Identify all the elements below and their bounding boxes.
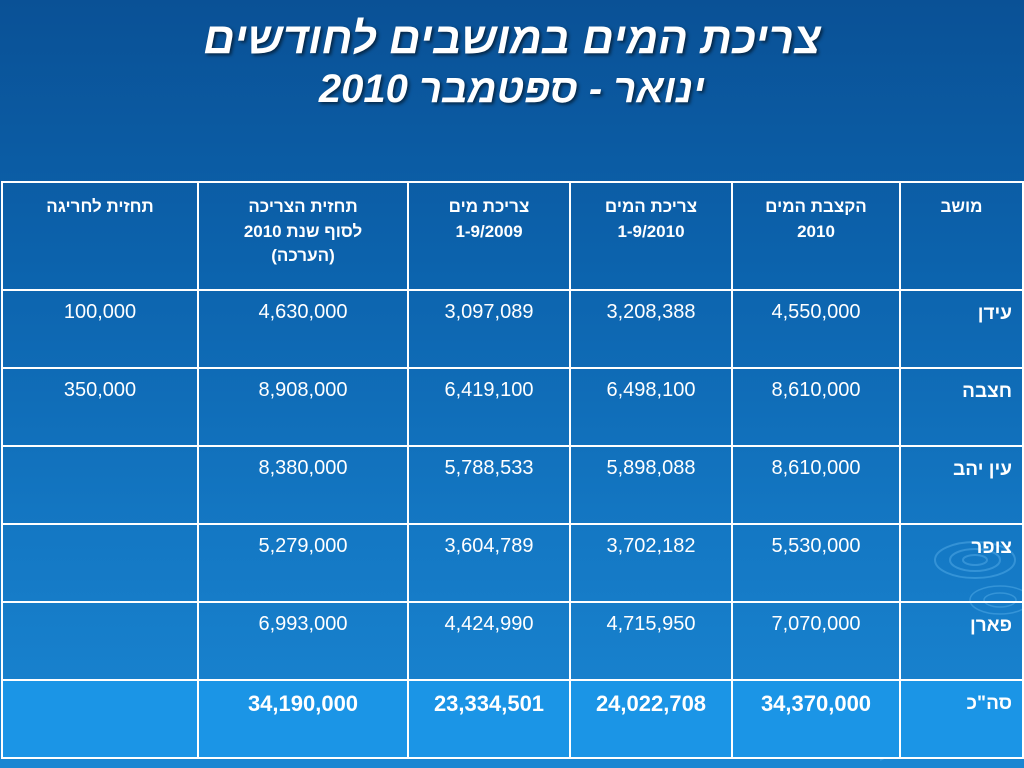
header-moshav: מושב bbox=[899, 181, 1024, 291]
consumption-2009-cell: 3,604,789 bbox=[407, 523, 571, 603]
overrun-cell: 350,000 bbox=[1, 367, 199, 447]
table-total-row: סה"כ 34,370,000 24,022,708 23,334,501 34… bbox=[1, 679, 1024, 759]
consumption-2010-cell: 6,498,100 bbox=[569, 367, 733, 447]
table-row: עידן 4,550,000 3,208,388 3,097,089 4,630… bbox=[1, 289, 1024, 369]
consumption-2009-cell: 3,097,089 bbox=[407, 289, 571, 369]
title-line-1: צריכת המים במושבים לחודשים bbox=[203, 14, 821, 63]
overrun-cell bbox=[1, 601, 199, 681]
table-row: עין יהב 8,610,000 5,898,088 5,788,533 8,… bbox=[1, 445, 1024, 525]
header-label: צריכת מים bbox=[448, 197, 530, 216]
allocation-cell: 7,070,000 bbox=[731, 601, 901, 681]
moshav-name: פארן bbox=[899, 601, 1024, 681]
consumption-2009-cell: 6,419,100 bbox=[407, 367, 571, 447]
moshav-name: עין יהב bbox=[899, 445, 1024, 525]
header-label: תחזית הצריכה bbox=[248, 197, 358, 216]
allocation-cell: 5,530,000 bbox=[731, 523, 901, 603]
total-allocation-cell: 34,370,000 bbox=[731, 679, 901, 759]
header-label: לסוף שנת 2010 bbox=[243, 221, 363, 241]
overrun-cell bbox=[1, 523, 199, 603]
header-label: צריכת המים bbox=[604, 197, 698, 216]
total-consumption-2010-cell: 24,022,708 bbox=[569, 679, 733, 759]
consumption-2009-cell: 4,424,990 bbox=[407, 601, 571, 681]
header-allocation: הקצבת המים 2010 bbox=[731, 181, 901, 291]
total-forecast-cell: 34,190,000 bbox=[197, 679, 409, 759]
table-row: חצבה 8,610,000 6,498,100 6,419,100 8,908… bbox=[1, 367, 1024, 447]
header-label: 2010 bbox=[797, 221, 835, 241]
table-row: צופר 5,530,000 3,702,182 3,604,789 5,279… bbox=[1, 523, 1024, 603]
moshav-name: צופר bbox=[899, 523, 1024, 603]
forecast-cell: 6,993,000 bbox=[197, 601, 409, 681]
slide-title: צריכת המים במושבים לחודשים ינואר - ספטמב… bbox=[0, 14, 1024, 112]
overrun-cell: 100,000 bbox=[1, 289, 199, 369]
allocation-cell: 8,610,000 bbox=[731, 367, 901, 447]
header-label: הקצבת המים bbox=[765, 197, 867, 216]
consumption-2010-cell: 3,702,182 bbox=[569, 523, 733, 603]
header-label: 1-9/2009 bbox=[455, 221, 523, 241]
consumption-2010-cell: 5,898,088 bbox=[569, 445, 733, 525]
total-label: סה"כ bbox=[899, 679, 1024, 759]
water-consumption-table: מושב הקצבת המים 2010 צריכת המים 1-9/2010… bbox=[1, 181, 1024, 759]
moshav-name: עידן bbox=[899, 289, 1024, 369]
total-overrun-cell bbox=[1, 679, 199, 759]
header-consumption-2010: צריכת המים 1-9/2010 bbox=[569, 181, 733, 291]
header-label: 1-9/2010 bbox=[617, 221, 685, 241]
forecast-cell: 5,279,000 bbox=[197, 523, 409, 603]
overrun-cell bbox=[1, 445, 199, 525]
table-row: פארן 7,070,000 4,715,950 4,424,990 6,993… bbox=[1, 601, 1024, 681]
forecast-cell: 8,908,000 bbox=[197, 367, 409, 447]
forecast-cell: 4,630,000 bbox=[197, 289, 409, 369]
header-label: מושב bbox=[940, 197, 983, 216]
header-consumption-2009: צריכת מים 1-9/2009 bbox=[407, 181, 571, 291]
header-overrun: תחזית לחריגה bbox=[1, 181, 199, 291]
total-consumption-2009-cell: 23,334,501 bbox=[407, 679, 571, 759]
consumption-2009-cell: 5,788,533 bbox=[407, 445, 571, 525]
moshav-name: חצבה bbox=[899, 367, 1024, 447]
header-forecast: תחזית הצריכה לסוף שנת 2010 (הערכה) bbox=[197, 181, 409, 291]
allocation-cell: 4,550,000 bbox=[731, 289, 901, 369]
allocation-cell: 8,610,000 bbox=[731, 445, 901, 525]
header-label: תחזית לחריגה bbox=[46, 197, 154, 216]
title-line-2: ינואר - ספטמבר 2010 bbox=[318, 67, 706, 112]
header-label: (הערכה) bbox=[271, 246, 335, 266]
consumption-2010-cell: 4,715,950 bbox=[569, 601, 733, 681]
consumption-2010-cell: 3,208,388 bbox=[569, 289, 733, 369]
forecast-cell: 8,380,000 bbox=[197, 445, 409, 525]
table-header-row: מושב הקצבת המים 2010 צריכת המים 1-9/2010… bbox=[1, 181, 1024, 291]
